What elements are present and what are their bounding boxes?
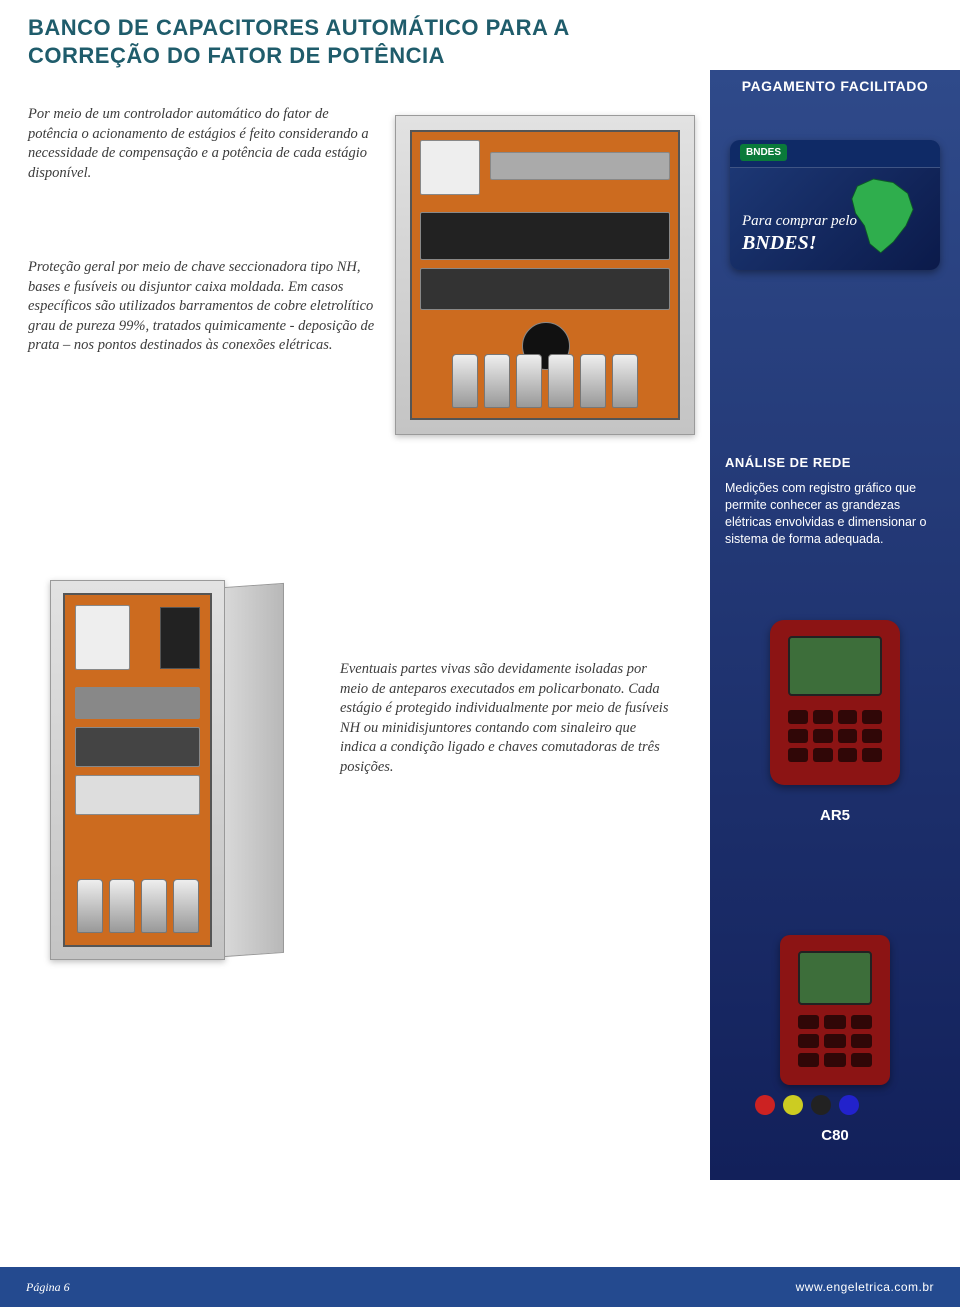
cabinet-door [224,583,284,957]
intro-paragraph-1: Por meio de um controlador automático do… [28,105,378,183]
lead-blue [839,1095,859,1115]
capacitor [612,354,638,408]
key [851,1015,872,1029]
bndes-card: BNDES Para comprar pelo BNDES! [730,140,940,270]
controller-module [420,140,480,195]
key [824,1034,845,1048]
capacitor [77,879,103,933]
key [824,1015,845,1029]
ar5-screen [788,636,882,696]
key [838,710,858,724]
probe-leads [755,1075,925,1115]
device-ar5: AR5 [745,620,925,824]
analysis-section-title: ANÁLISE DE REDE [725,455,945,470]
ar5-keypad [788,710,882,771]
lead-black [811,1095,831,1115]
capacitor [484,354,510,408]
main-switch [160,607,200,669]
key [851,1053,872,1067]
ar5-body [770,620,900,785]
lead-yellow [783,1095,803,1115]
footer-page-number: Página 6 [26,1280,70,1295]
c80-screen [798,951,872,1005]
page-footer: Página 6 www.engeletrica.com.br [0,1267,960,1307]
capacitor [548,354,574,408]
key [862,729,882,743]
bndes-line1: Para comprar pelo [742,213,857,229]
page-title: BANCO DE CAPACITORES AUTOMÁTICO PARA A C… [28,14,588,69]
key [788,748,808,762]
key [851,1034,872,1048]
cabinet-top-panel [410,130,680,420]
footer-url: www.engeletrica.com.br [796,1280,934,1294]
c80-body [780,935,890,1085]
capacitor-bank-cabinet-top [395,115,695,435]
capacitor-row [420,348,670,408]
capacitor [173,879,199,933]
key [788,710,808,724]
capacitor-row [75,863,200,933]
analysis-section-body: Medições com registro gráfico que permit… [725,480,945,548]
capacitor-bank-cabinet-bottom [50,580,225,960]
intro-paragraph-2: Proteção geral por meio de chave seccion… [28,258,378,356]
fuse-row [490,152,670,180]
controller-module [75,605,130,670]
relays [75,775,200,815]
key [798,1034,819,1048]
c80-label: C80 [821,1127,849,1144]
key [813,729,833,743]
key [824,1053,845,1067]
key [798,1053,819,1067]
capacitor [452,354,478,408]
capacitor [109,879,135,933]
capacitor [516,354,542,408]
contactors [75,727,200,767]
bndes-logo: BNDES [740,144,787,161]
lead-red [755,1095,775,1115]
sidebar-header: PAGAMENTO FACILITADO [725,78,945,94]
key [838,748,858,762]
device-c80: C80 [745,935,925,1144]
mid-paragraph: Eventuais partes vivas são devidamente i… [340,660,675,777]
breaker-row [420,268,670,310]
cabinet-bottom-panel [63,593,212,947]
key [798,1015,819,1029]
key [813,710,833,724]
capacitor [580,354,606,408]
c80-keypad [798,1015,872,1071]
key [813,748,833,762]
contactor-row [420,212,670,260]
bndes-card-text: Para comprar pelo BNDES! [742,212,857,256]
key [788,729,808,743]
key [862,748,882,762]
fuse-holders [75,687,200,719]
capacitor [141,879,167,933]
ar5-label: AR5 [820,807,850,824]
bndes-line2: BNDES! [742,232,816,254]
key [862,710,882,724]
key [838,729,858,743]
